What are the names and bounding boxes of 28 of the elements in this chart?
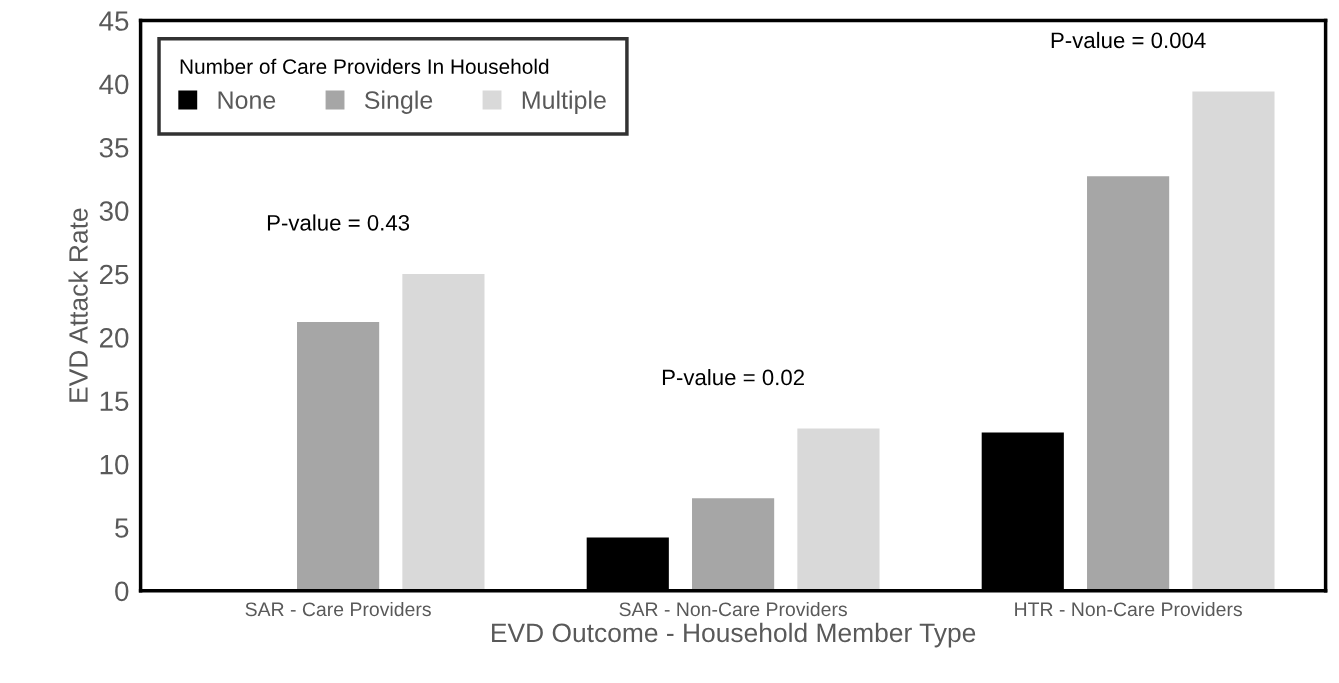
y-tick-label: 35 [99, 137, 129, 158]
bar [297, 322, 380, 591]
bar [1192, 91, 1275, 591]
annotation: P-value = 0.004 [1051, 31, 1206, 49]
x-tick-label: HTR - Non-Care Providers [1015, 601, 1242, 617]
annotation: P-value = 0.43 [267, 214, 410, 231]
x-tick-label: SAR - Care Providers [245, 601, 431, 617]
x-tick-label: SAR - Non-Care Providers [619, 601, 847, 617]
bar [797, 428, 880, 591]
y-tick-label: 20 [99, 327, 129, 348]
bar [402, 273, 485, 591]
y-tick-label: 25 [99, 264, 129, 285]
y-tick-label: 30 [99, 201, 129, 221]
y-tick-label: 15 [100, 391, 129, 412]
y-tick-label: 45 [99, 11, 129, 31]
y-tick-label: 0 [115, 581, 129, 602]
legend-title: Number of Care Providers In Household [180, 58, 549, 74]
x-axis-title: EVD Outcome - Household Member Type [492, 622, 976, 648]
y-axis-title: EVD Attack Rate [68, 208, 88, 402]
legend-label: None [218, 91, 276, 109]
legend-label: Multiple [522, 90, 606, 114]
bar [1087, 176, 1170, 591]
y-tick-label: 10 [100, 454, 129, 475]
y-tick-label: 40 [99, 74, 129, 95]
legend-label: Single [364, 90, 433, 114]
bar [692, 498, 775, 591]
annotation: P-value = 0.02 [662, 368, 804, 386]
y-tick-label: 5 [115, 518, 129, 538]
